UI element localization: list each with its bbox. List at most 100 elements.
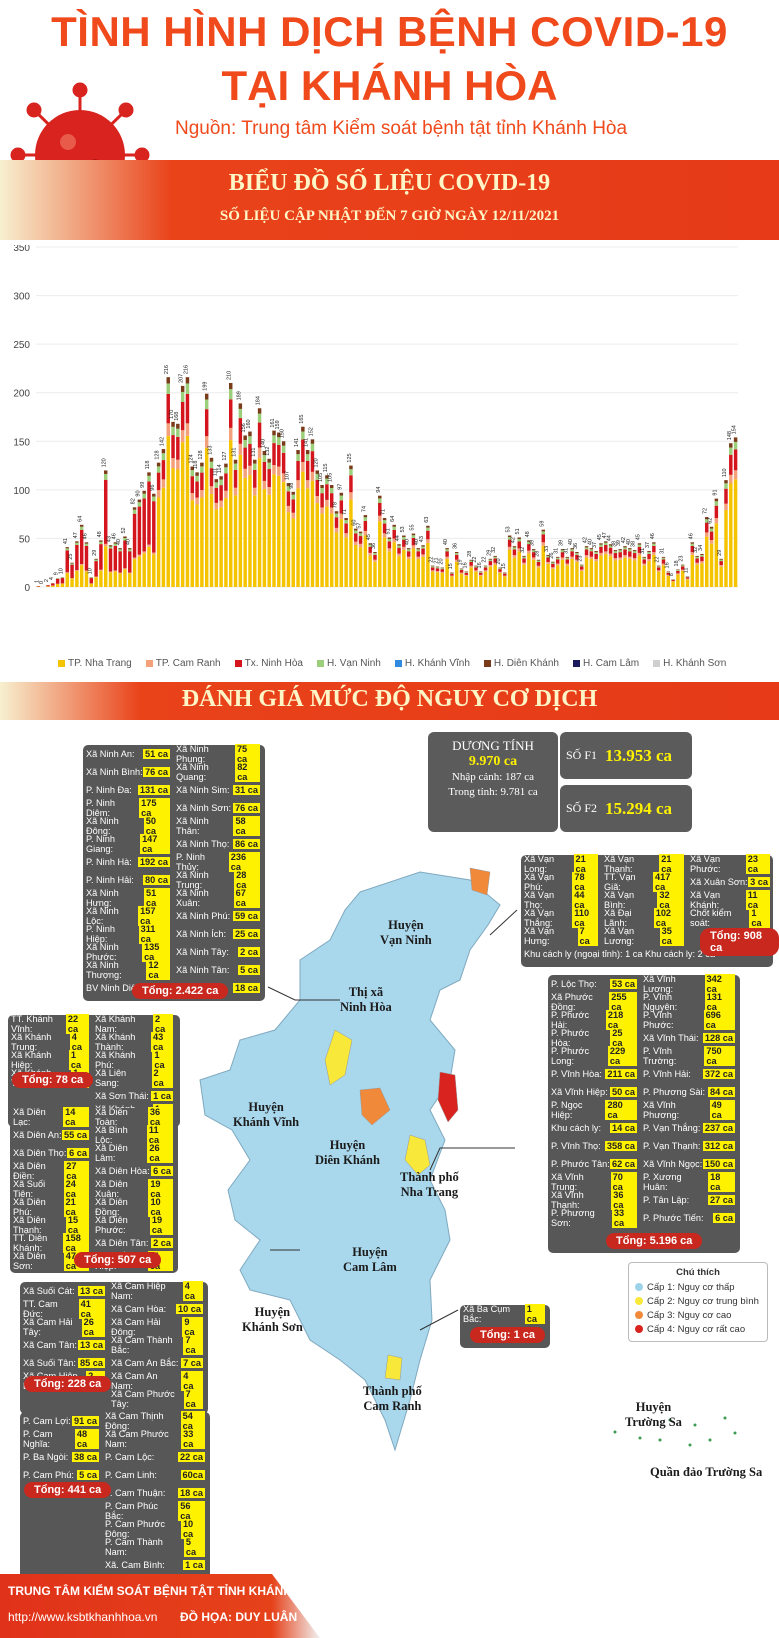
box-row: P. Ninh Đa: 131 ca Xã Ninh Sim: 31 ca <box>83 781 265 799</box>
bar-value-label: 40 <box>126 539 132 545</box>
bar-segment <box>70 564 74 579</box>
area-count: 41 ca <box>78 1299 105 1319</box>
bar-segment <box>541 534 545 543</box>
bar-segment <box>469 567 473 587</box>
area-count: 372 ca <box>702 1069 735 1079</box>
khanhson-total: Tổng: 1 ca <box>470 1327 546 1343</box>
area-count: 21 ca <box>659 854 684 874</box>
box-row: P. Ngọc Hiệp: 280 ca Xã Vĩnh Phương: 49 ca <box>548 1100 740 1120</box>
quarantine-text: Khu cách ly (ngoại tỉnh): 1 ca Khu cách … <box>524 949 715 959</box>
bar-value-label: 32 <box>520 547 526 553</box>
covid-bar-chart: 0501001502002503003501024910412547644610… <box>13 245 738 594</box>
footer-url[interactable]: http://www.ksbtkhanhhoa.vn <box>8 1610 158 1624</box>
area-count: 51 ca <box>144 888 170 908</box>
area-name: Xã Ninh Tân: <box>176 965 230 975</box>
legend-swatch <box>483 660 491 667</box>
bar-segment <box>387 538 392 542</box>
area-count: 12 ca <box>146 960 170 980</box>
bar-segment <box>498 569 502 572</box>
bar-segment <box>522 555 526 557</box>
bar-segment <box>661 565 666 587</box>
map-legend-dot <box>635 1283 643 1291</box>
area-name: P. Ninh Thủy: <box>176 852 205 872</box>
bar-segment <box>229 399 233 428</box>
place-ninhhoa: Thị xã Ninh Hòa <box>340 985 392 1014</box>
bar-segment <box>108 546 113 549</box>
area-count: 4 ca <box>182 1281 203 1301</box>
area-name: Xã Cam Phước Nam: <box>105 1429 169 1449</box>
bar-segment <box>733 470 738 480</box>
bar-segment <box>565 557 570 560</box>
bar-segment <box>156 490 161 498</box>
bar-segment <box>286 505 291 513</box>
bar-value-label: 46 <box>82 533 88 539</box>
bar-segment <box>339 492 344 496</box>
bar-segment <box>301 461 305 472</box>
bar-segment <box>527 541 531 545</box>
bar-segment <box>190 476 194 494</box>
bar-segment <box>128 572 132 574</box>
bar-segment <box>479 571 483 573</box>
bar-value-label: 216 <box>164 365 170 374</box>
bar-segment <box>378 515 382 522</box>
bar-segment <box>161 487 166 587</box>
bar-segment <box>99 540 103 542</box>
area-count: 43 ca <box>150 1032 173 1052</box>
bar-segment <box>128 549 132 552</box>
bar-segment <box>493 556 497 559</box>
bar-segment <box>589 556 594 560</box>
map-legend-label: Cấp 3: Nguy cơ cao <box>647 1309 732 1321</box>
bar-segment <box>166 383 170 394</box>
area-name: Xã Khánh Thành: <box>95 1032 136 1052</box>
bar-value-label: 0 <box>39 581 45 584</box>
bar-segment <box>488 566 493 587</box>
bar-segment <box>517 537 521 539</box>
bar-segment <box>709 526 714 529</box>
bar-segment <box>281 482 286 587</box>
area-name: Xã Diên Thạnh: <box>13 1215 46 1235</box>
area-name: P. Cam Thuận: <box>105 1488 166 1498</box>
bar-value-label: 62 <box>708 518 714 524</box>
bar-segment <box>676 573 680 575</box>
area-name: Xã Ninh Thượng: <box>86 960 122 980</box>
bar-segment <box>65 573 69 587</box>
map-legend: Chú thích Cấp 1: Nguy cơ thấp Cấp 2: Nguy… <box>628 1262 768 1342</box>
bar-segment <box>599 543 603 545</box>
bar-segment <box>305 488 310 587</box>
bar-segment <box>618 550 622 553</box>
bar-segment <box>647 558 651 562</box>
bar-segment <box>445 551 449 557</box>
bar-segment <box>214 479 219 483</box>
area-name: Xã Vạn Long: <box>524 854 555 874</box>
bar-segment <box>152 501 156 553</box>
bar-segment <box>123 569 127 587</box>
bar-segment <box>430 571 435 587</box>
bar-segment <box>685 577 690 579</box>
bar-segment <box>166 393 170 424</box>
bar-segment <box>570 551 574 557</box>
legend-label: Tx. Ninh Hòa <box>244 658 303 669</box>
area-count: 311 ca <box>138 924 170 944</box>
bar-segment <box>421 546 425 549</box>
bar-segment <box>84 571 89 587</box>
area-name: Xã Ninh Đông: <box>86 816 119 836</box>
area-count: 2 ca <box>238 947 260 957</box>
bar-segment <box>224 473 228 491</box>
area-count: 1 ca <box>68 1050 89 1070</box>
area-name: Xã Vạn Phước: <box>690 854 721 874</box>
area-name: P. Phước Hải: <box>551 1010 590 1030</box>
mainland-region <box>199 871 501 1452</box>
bar-segment <box>224 467 228 474</box>
bar-segment <box>358 547 363 587</box>
bar-segment <box>450 575 454 577</box>
bar-value-label: 71 <box>342 509 348 515</box>
bar-segment <box>262 480 267 490</box>
bar-segment <box>382 520 387 524</box>
box-row: Xã Vạn Thắng: 110 ca Xã Đại Lãnh: 102 ca Chố… <box>521 908 773 928</box>
bar-segment <box>580 569 584 571</box>
bar-segment <box>426 530 430 540</box>
box-row: Xã Cam Phước Tây: 7 ca <box>20 1389 208 1409</box>
bar-segment <box>454 554 459 560</box>
bar-segment <box>349 465 353 470</box>
bar-segment <box>325 506 329 587</box>
